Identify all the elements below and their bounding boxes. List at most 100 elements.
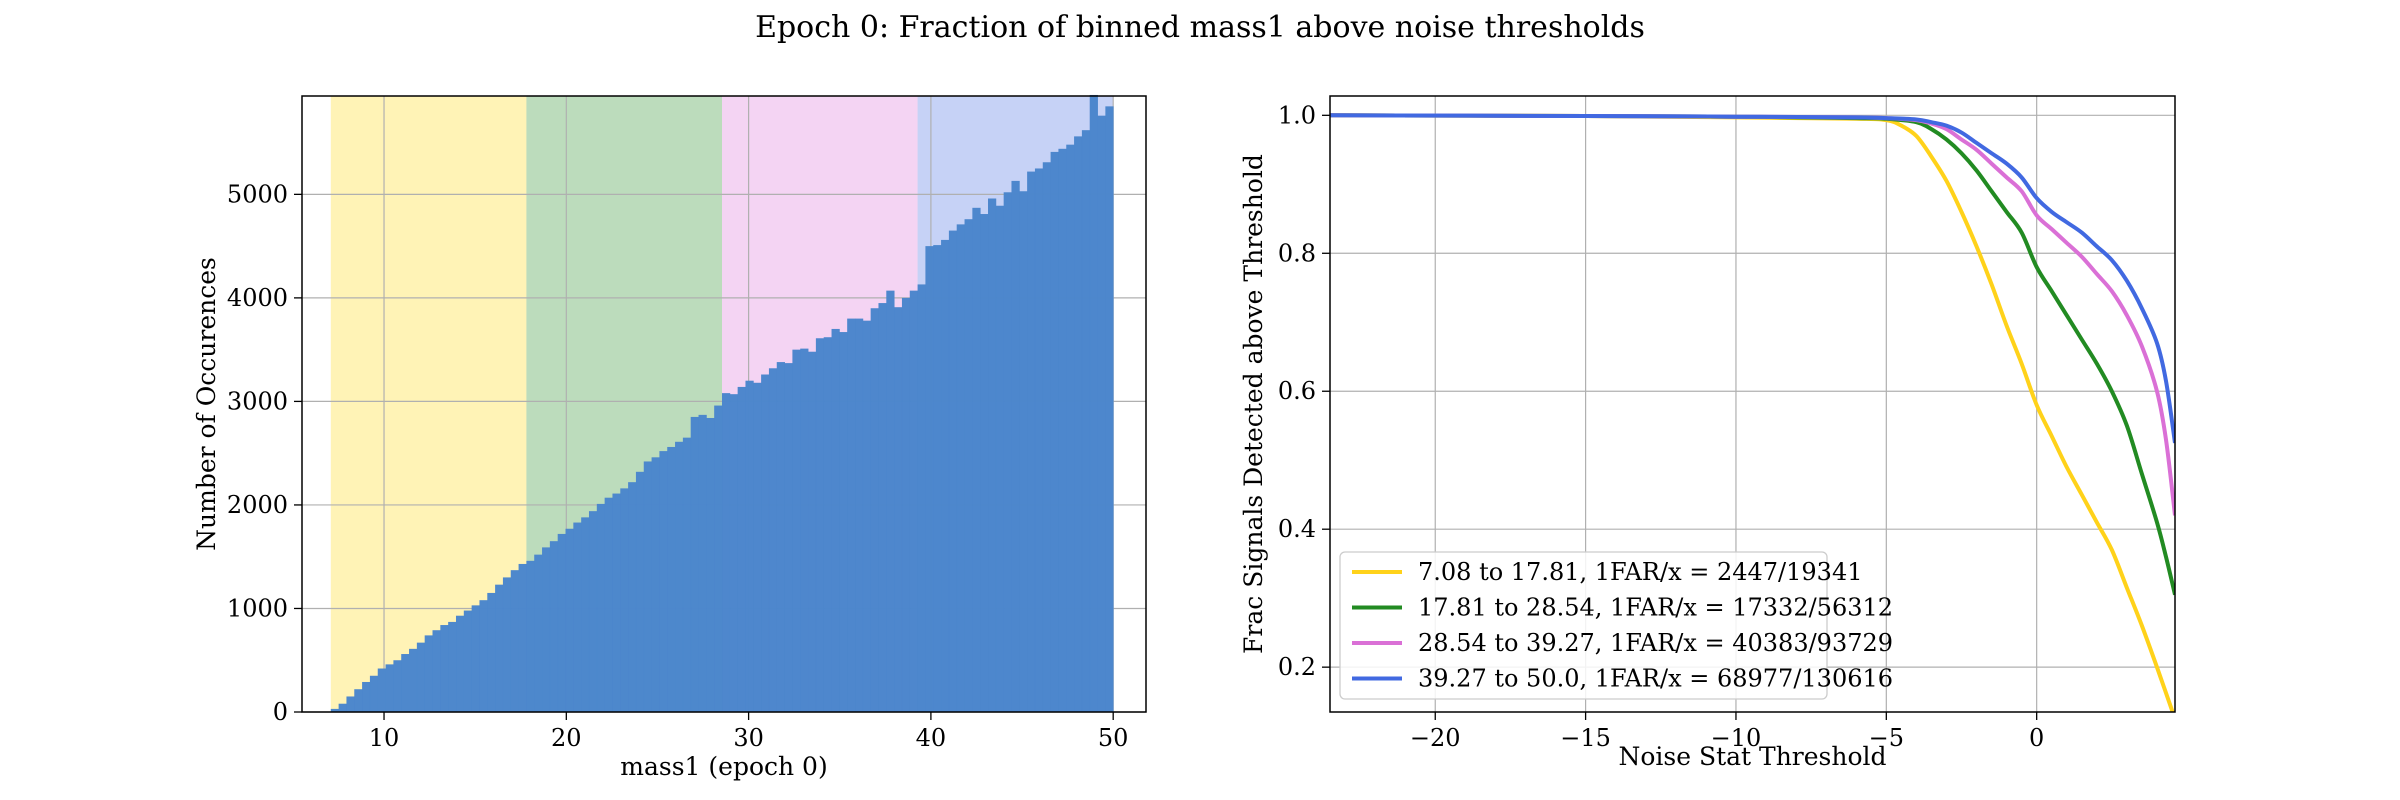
- histogram-bar: [549, 541, 559, 712]
- histogram-y-ticks: 0 1000 2000 3000 4000 5000: [227, 180, 302, 726]
- histogram-bar: [1003, 192, 1012, 712]
- histogram-bar: [901, 297, 911, 712]
- histogram-bar: [682, 437, 692, 712]
- legend-entry-3: 28.54 to 39.27, 1FAR/x = 40383/93729: [1418, 629, 1893, 657]
- histogram-bar: [1027, 171, 1036, 712]
- histogram-bar: [690, 416, 699, 712]
- histogram-bar: [502, 577, 512, 712]
- histogram-bar: [463, 610, 473, 712]
- histogram-x-axis-label: mass1 (epoch 0): [620, 752, 827, 781]
- histogram-bar: [1058, 148, 1067, 713]
- histogram-bar: [573, 522, 582, 712]
- histogram-bar: [1050, 151, 1059, 712]
- histogram-bar: [1019, 191, 1028, 712]
- histogram-bar: [667, 446, 676, 712]
- histogram-bar: [612, 493, 621, 712]
- line-chart-x-tick-label: −20: [1410, 724, 1461, 752]
- histogram-bar: [768, 368, 778, 712]
- histogram-bar: [714, 405, 723, 712]
- histogram-bar: [393, 660, 402, 712]
- histogram-bar: [424, 635, 433, 712]
- line-chart-x-axis-label: Noise Stat Threshold: [1618, 742, 1886, 771]
- line-chart-x-tick-label: −5: [1869, 724, 1904, 752]
- series-line-2: [1330, 113, 2175, 596]
- histogram-bar: [855, 318, 864, 712]
- histogram-bar: [745, 380, 754, 712]
- histogram-bar: [635, 471, 645, 712]
- histogram-bar: [354, 689, 363, 712]
- line-chart-y-tick-label: 0.4: [1278, 515, 1316, 543]
- histogram-bar: [557, 533, 566, 712]
- histogram-bar: [1097, 115, 1106, 712]
- histogram-x-ticks: 10 20 30 40 50: [369, 712, 1129, 752]
- histogram-bar: [409, 648, 418, 712]
- histogram-y-tick-label: 5000: [227, 180, 288, 208]
- histogram-bar: [620, 488, 629, 712]
- histogram-bar: [941, 239, 950, 712]
- histogram-bar: [917, 284, 926, 712]
- line-chart-y-axis-label: Frac Signals Detected above Threshold: [1239, 154, 1268, 654]
- histogram-bar: [643, 461, 652, 712]
- histogram-bar: [487, 592, 496, 712]
- histogram-bar: [721, 393, 731, 712]
- histogram-bar: [1042, 162, 1051, 713]
- histogram-bar: [448, 621, 457, 712]
- histogram-bar: [659, 451, 668, 712]
- histogram-bar: [956, 224, 965, 712]
- histogram-bar: [878, 303, 887, 712]
- legend-entry-1: 7.08 to 17.81, 1FAR/x = 2447/19341: [1418, 558, 1863, 586]
- histogram-x-tick-label: 50: [1098, 724, 1129, 752]
- histogram-x-tick-label: 30: [733, 724, 764, 752]
- histogram-bar: [761, 374, 770, 712]
- histogram-bar: [604, 497, 613, 712]
- histogram-bar: [808, 351, 817, 712]
- histogram-bar: [1074, 136, 1083, 712]
- histogram-bar: [792, 349, 801, 712]
- histogram-bar: [831, 328, 840, 712]
- histogram-bar: [471, 605, 480, 712]
- histogram-x-tick-label: 20: [551, 724, 582, 752]
- histogram-bar: [596, 503, 606, 712]
- histogram-bar: [776, 362, 785, 712]
- histogram-bar: [729, 394, 739, 712]
- histogram-x-tick-label: 40: [916, 724, 947, 752]
- series-line-4: [1330, 113, 2175, 444]
- histogram-bar: [526, 560, 535, 712]
- histogram-bar: [455, 615, 465, 712]
- histogram-bar: [980, 214, 989, 712]
- line-chart-x-tick-label: 0: [2029, 724, 2044, 752]
- line-chart-y-tick-label: 0.2: [1278, 653, 1316, 681]
- histogram-bar: [565, 528, 574, 712]
- line-chart-y-ticks: 0.2 0.4 0.6 0.8 1.0: [1278, 101, 1330, 681]
- histogram-bar: [964, 219, 973, 712]
- histogram-bar: [1105, 106, 1114, 712]
- histogram-bar: [651, 457, 660, 712]
- histogram-bar: [737, 386, 746, 712]
- histogram-bar: [377, 668, 386, 712]
- histogram-frame: [301, 95, 1147, 713]
- histogram-bar: [510, 570, 519, 712]
- histogram-bar: [972, 207, 981, 712]
- legend-entry-2: 17.81 to 28.54, 1FAR/x = 17332/56312: [1418, 594, 1893, 622]
- histogram-bar: [933, 245, 942, 713]
- threshold-line-chart: −20 −15 −10 −5 0 0.2 0.4 0.6 0.8 1.0 Noise Stat …: [1239, 95, 2176, 771]
- line-chart-frame: [1329, 95, 2176, 713]
- histogram-bar: [753, 382, 762, 712]
- histogram-bar: [675, 441, 684, 712]
- legend-entry-4: 39.27 to 50.0, 1FAR/x = 68977/130616: [1418, 665, 1893, 693]
- histogram-bar: [588, 511, 598, 712]
- histogram-bar: [440, 625, 449, 712]
- histogram-bar: [1034, 168, 1044, 712]
- histogram-bar: [886, 290, 895, 712]
- histogram-bar: [948, 230, 958, 712]
- series-line-3: [1330, 113, 2175, 516]
- histogram-bar: [432, 630, 441, 712]
- line-chart-x-ticks: −20 −15 −10 −5 0: [1410, 712, 2044, 752]
- legend-box: [1339, 551, 1828, 700]
- line-chart-y-tick-label: 0.6: [1278, 377, 1316, 405]
- figure-title: Epoch 0: Fraction of binned mass1 above …: [755, 10, 1645, 45]
- line-chart-y-tick-label: 1.0: [1278, 101, 1316, 129]
- histogram-x-tick-label: 10: [369, 724, 400, 752]
- histogram-bar: [909, 290, 918, 712]
